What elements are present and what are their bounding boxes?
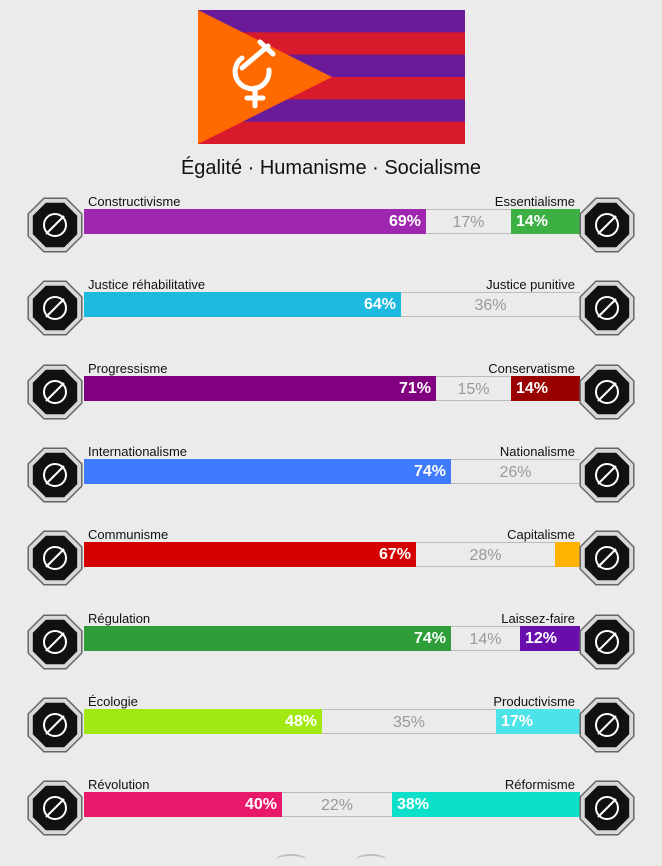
axis-neutral-segment: 28% [416,542,555,568]
axis-row: 40% 22% 38% Révolution Réformisme [0,777,662,843]
raised-fist-icon [24,777,86,839]
axis-left-label: Justice réhabilitative [88,277,206,293]
axis-right-segment [555,542,580,568]
ruler-shapes-icon [24,611,86,673]
axis-left-segment: 69% [84,209,426,234]
rocket-icon [24,361,86,423]
axis-row: 71% 15% 14% Progressisme Conservatisme [0,361,662,427]
axis-row: 74% 14% 12% Régulation Laissez-faire [0,611,662,677]
axis-bar: 67% 28% [84,542,580,568]
axis-row: 74% 26% Internationalisme Nationalisme [0,444,662,510]
axis-right-label: Conservatisme [488,360,575,376]
ideology-motto: Égalité · Humanisme · Socialisme [180,157,482,179]
axis-left-segment: 64% [84,292,401,318]
axis-left-label: Régulation [88,610,151,626]
axis-left-label: Écologie [88,693,138,709]
axis-left-label: Communisme [88,527,169,543]
parliament-icon [576,777,638,839]
axis-right-segment: 14% [511,375,580,401]
axis-left-label: Progressisme [88,360,168,376]
axis-left-label: Constructivisme [88,194,181,209]
axis-right-segment: 14% [511,209,580,234]
axis-bar: 69% 17% 14% [84,209,580,234]
gear-factory-icon [576,694,638,756]
butterflies-icon [576,611,638,673]
money-bag-icon [576,527,638,589]
axis-left-segment: 48% [84,708,322,734]
axis-left-segment: 74% [84,458,451,484]
axis-bar: 74% 14% 12% [84,625,580,651]
flag-stripe [198,121,465,144]
decorative-arc [356,854,386,866]
axis-right-label: Justice punitive [486,277,575,293]
axis-row: 67% 28% Communisme Capitalisme [0,527,662,593]
flag-waving-icon [576,444,638,506]
axis-bar: 48% 35% 17% [84,708,580,734]
axis-neutral-segment: 36% [401,292,580,318]
flag-triangle [198,10,332,144]
quill-ink-icon [576,361,638,423]
axis-neutral-segment: 17% [426,209,511,234]
axis-neutral-segment: 15% [436,375,511,401]
axis-left-label: Internationalisme [88,443,187,459]
axis-right-segment: 38% [392,792,580,818]
hammer-sickle-venus-icon [232,39,276,109]
globe-laurel-icon [24,444,86,506]
axis-bar: 64% 36% [84,292,580,318]
decorative-arc [276,854,306,866]
axis-neutral-segment: 26% [451,458,580,484]
axis-row: 64% 36% Justice réhabilitative Justice puni… [0,277,662,343]
axis-right-segment: 17% [496,708,580,734]
sprout-hand-icon [24,694,86,756]
axis-right-label: Laissez-faire [501,610,575,626]
axis-right-label: Réformisme [504,777,575,793]
ideology-flag [198,10,465,144]
axis-neutral-segment: 22% [282,792,392,818]
axis-bar: 71% 15% 14% [84,375,580,401]
axis-bar: 74% 26% [84,458,580,484]
axis-row: 48% 35% 17% Écologie Productivisme [0,694,662,760]
axis-right-segment: 12% [520,625,580,651]
prison-bars-icon [576,277,638,339]
axis-left-label: Révolution [88,777,150,793]
axis-right-label: Capitalisme [507,527,575,543]
axis-bar: 40% 22% 38% [84,792,580,818]
axis-neutral-segment: 35% [322,708,496,734]
axis-left-segment: 67% [84,542,416,568]
axis-right-label: Nationalisme [499,443,575,459]
axis-left-segment: 71% [84,375,436,401]
axis-left-segment: 74% [84,625,451,651]
axis-left-segment: 40% [84,792,282,818]
flag-stripe [198,10,465,33]
axis-right-label: Productivisme [493,693,575,709]
axis-neutral-segment: 14% [451,625,520,651]
axis-right-label: Essentialisme [494,194,575,209]
dna-flower-icon [576,194,638,256]
axis-row: 69% 17% 14% Constructivisme Essentialisme [0,194,662,260]
handshake-icon [24,277,86,339]
hammer-sickle-icon [24,527,86,589]
brain-web-icon [24,194,86,256]
